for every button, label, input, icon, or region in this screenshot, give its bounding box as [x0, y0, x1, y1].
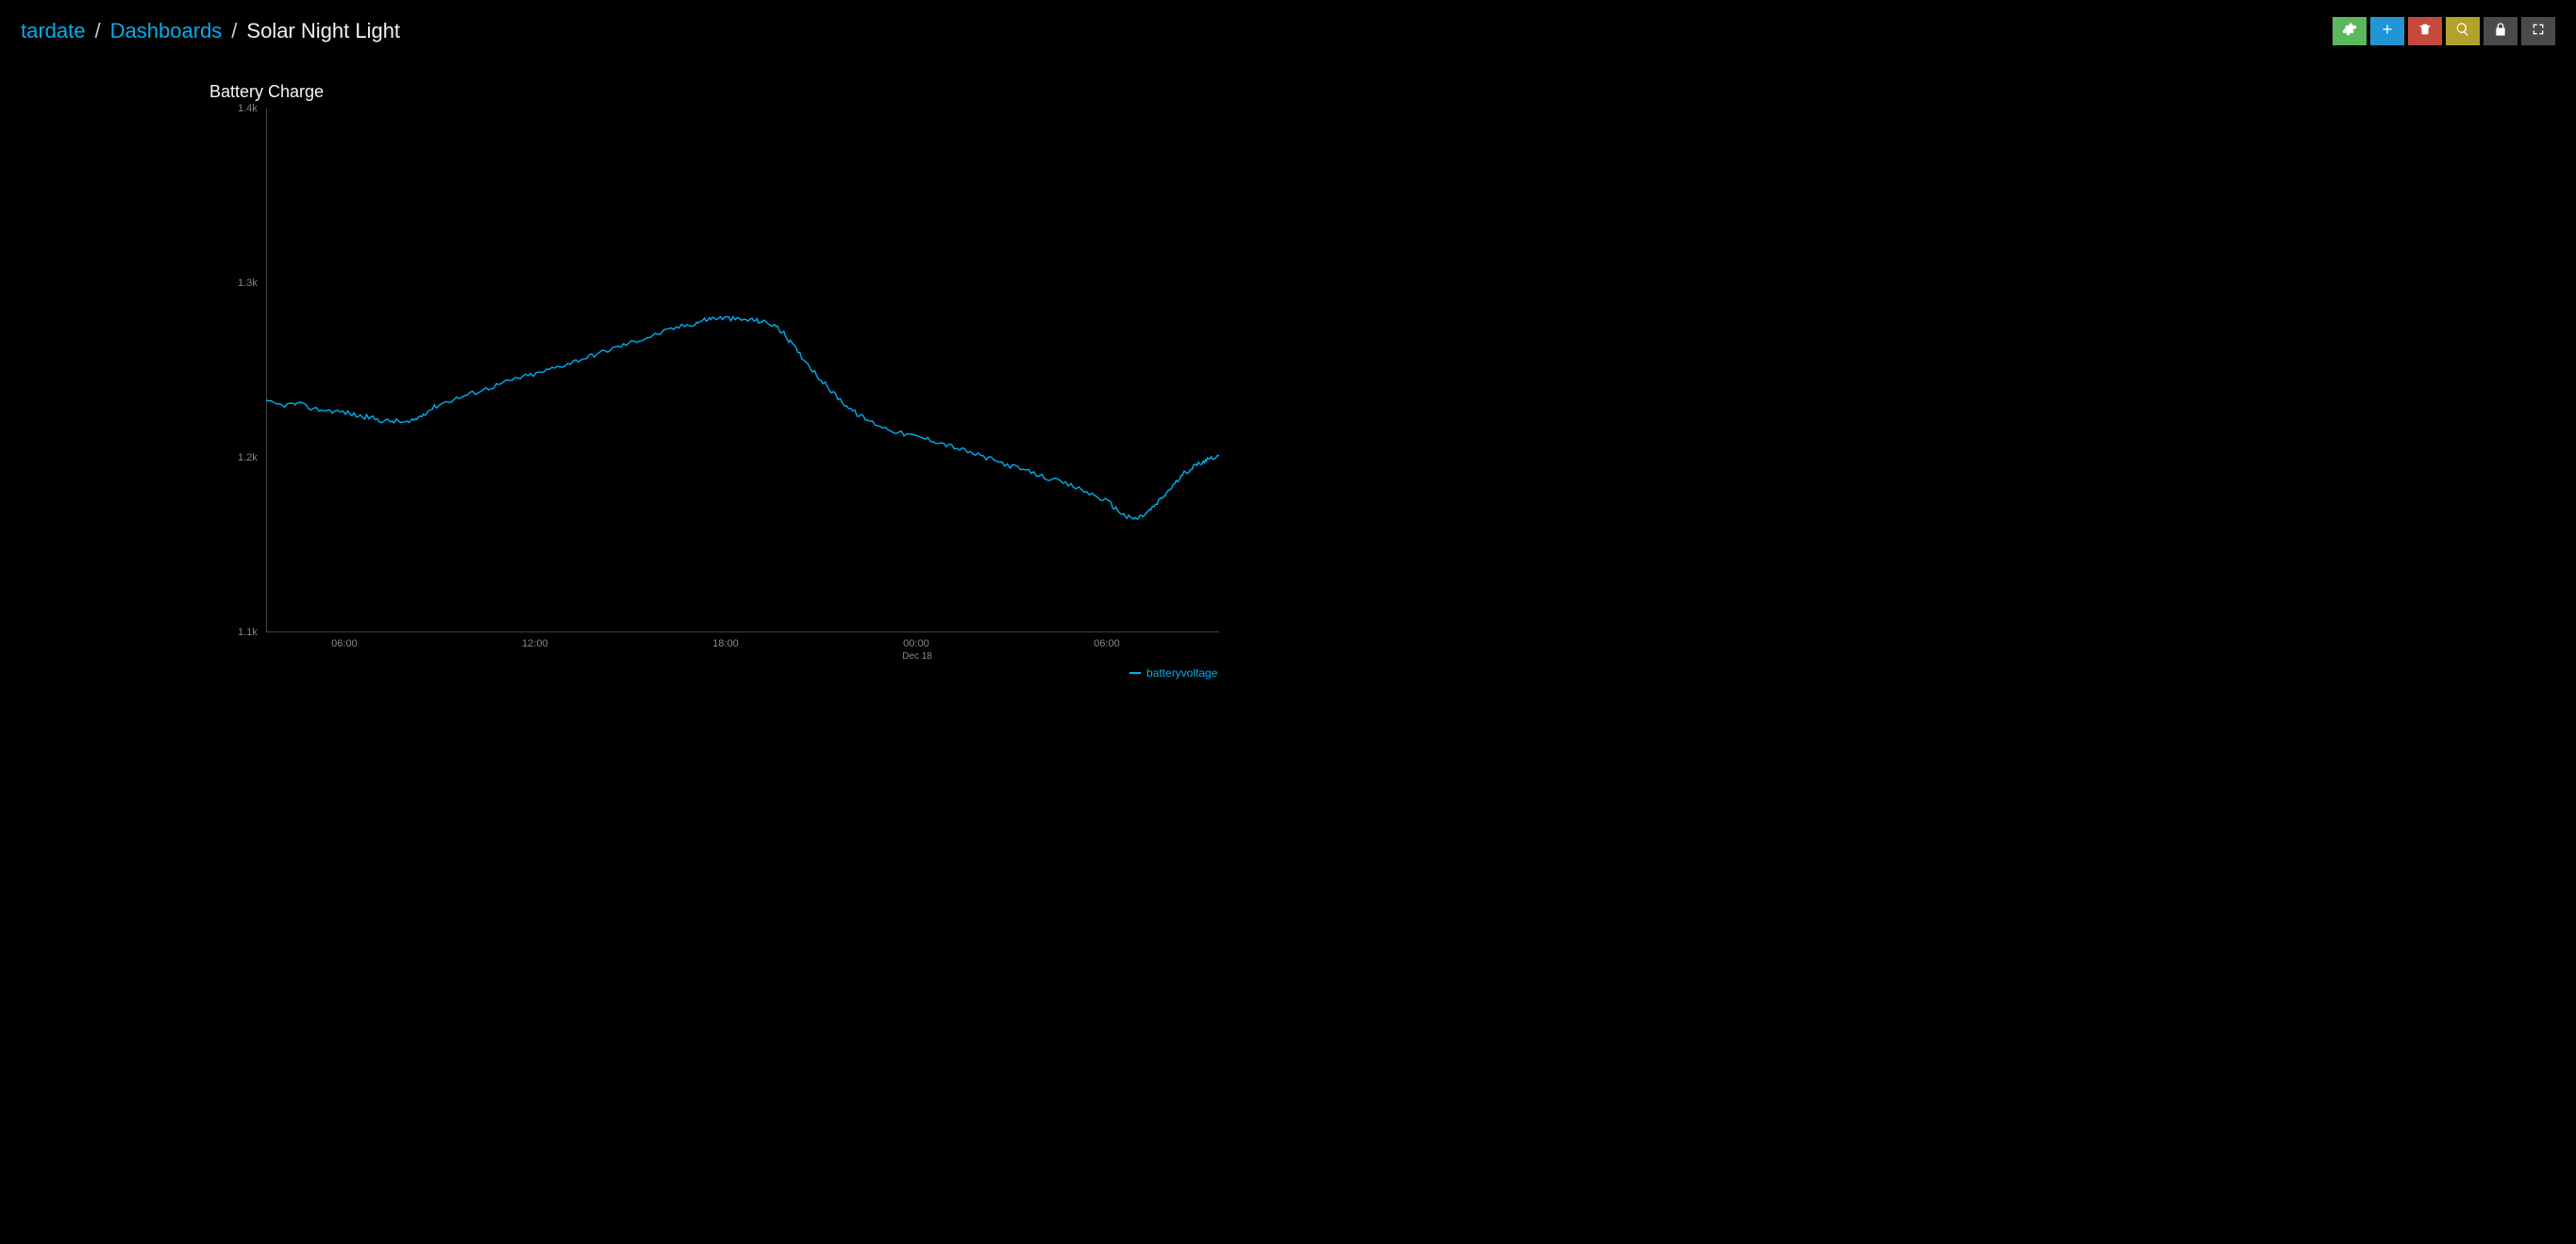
x-tick-label: 00:00 [903, 638, 929, 649]
x-tick-label: 06:00 [1094, 638, 1120, 649]
chart-title: Battery Charge [209, 82, 324, 102]
y-tick-label: 1.4k [238, 103, 258, 114]
header: tardate / Dashboards / Solar Night Light [0, 0, 2576, 53]
trash-icon [2417, 22, 2433, 42]
settings-button[interactable] [2333, 17, 2367, 45]
breadcrumb-separator: / [95, 19, 101, 43]
legend-swatch [1129, 672, 1141, 674]
gear-icon [2342, 22, 2357, 42]
chart-series-line [266, 316, 1219, 519]
breadcrumb: tardate / Dashboards / Solar Night Light [21, 19, 400, 43]
fullscreen-button[interactable] [2521, 17, 2555, 45]
x-tick-sublabel: Dec 18 [902, 651, 932, 662]
y-tick-label: 1.2k [238, 452, 258, 463]
toolbar [2333, 17, 2555, 45]
search-icon [2455, 22, 2470, 42]
search-button[interactable] [2446, 17, 2480, 45]
legend-label: batteryvoltage [1146, 666, 1217, 680]
breadcrumb-root[interactable]: tardate [21, 19, 86, 43]
breadcrumb-section[interactable]: Dashboards [110, 19, 223, 43]
delete-button[interactable] [2408, 17, 2442, 45]
plus-icon [2380, 22, 2395, 42]
x-tick-label: 18:00 [712, 638, 739, 649]
breadcrumb-separator: / [231, 19, 237, 43]
chart-legend[interactable]: batteryvoltage [1129, 666, 1217, 680]
chart-panel: Battery Charge 1.1k 1.2k 1.3k 1.4k 06:00 12:00… [0, 66, 2576, 1244]
y-tick-label: 1.3k [238, 277, 258, 289]
x-tick-label: 12:00 [522, 638, 548, 649]
x-tick-label: 06:00 [331, 638, 358, 649]
lock-icon [2493, 22, 2508, 42]
add-button[interactable] [2370, 17, 2404, 45]
y-tick-label: 1.1k [238, 627, 258, 638]
expand-icon [2531, 22, 2546, 42]
chart-plot [266, 109, 1219, 632]
lock-button[interactable] [2484, 17, 2517, 45]
breadcrumb-current: Solar Night Light [246, 19, 400, 43]
chart-axes [266, 109, 1219, 632]
